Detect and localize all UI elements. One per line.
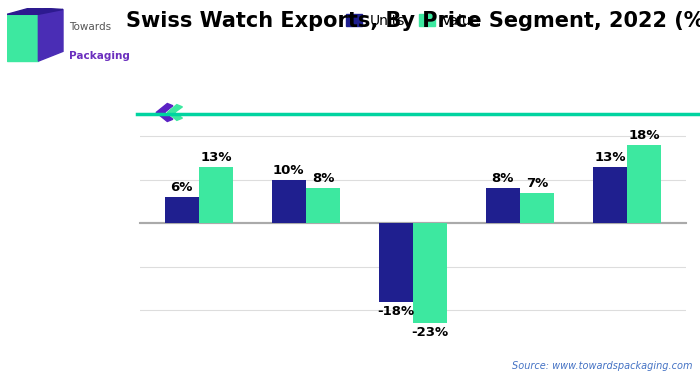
Polygon shape	[7, 8, 63, 14]
Polygon shape	[38, 9, 63, 61]
Polygon shape	[156, 104, 173, 122]
Bar	[272, 180, 306, 223]
Bar	[627, 145, 662, 223]
Text: Swiss Watch Exports, By Price Segment, 2022 (%): Swiss Watch Exports, By Price Segment, 2…	[126, 11, 700, 31]
Bar	[164, 197, 199, 223]
Bar	[486, 188, 520, 223]
Bar	[593, 166, 627, 223]
Text: Source: www.towardspackaging.com: Source: www.towardspackaging.com	[512, 361, 693, 371]
Bar	[520, 193, 554, 223]
Bar	[7, 14, 38, 61]
Bar	[379, 223, 413, 302]
Legend: Units, Value: Units, Value	[340, 8, 486, 33]
Bar	[306, 188, 340, 223]
Text: 10%: 10%	[273, 164, 304, 177]
Text: 8%: 8%	[312, 172, 335, 185]
Text: Packaging: Packaging	[69, 51, 130, 62]
Bar	[199, 166, 233, 223]
Text: Towards: Towards	[69, 22, 111, 32]
Text: 18%: 18%	[629, 129, 660, 142]
Text: -23%: -23%	[412, 326, 449, 339]
Text: -18%: -18%	[377, 304, 414, 318]
Text: 7%: 7%	[526, 177, 548, 190]
Bar	[413, 223, 447, 323]
Text: 13%: 13%	[200, 151, 232, 164]
Text: 6%: 6%	[171, 181, 193, 194]
Polygon shape	[167, 105, 183, 120]
Text: 8%: 8%	[491, 172, 514, 185]
Text: 13%: 13%	[594, 151, 626, 164]
